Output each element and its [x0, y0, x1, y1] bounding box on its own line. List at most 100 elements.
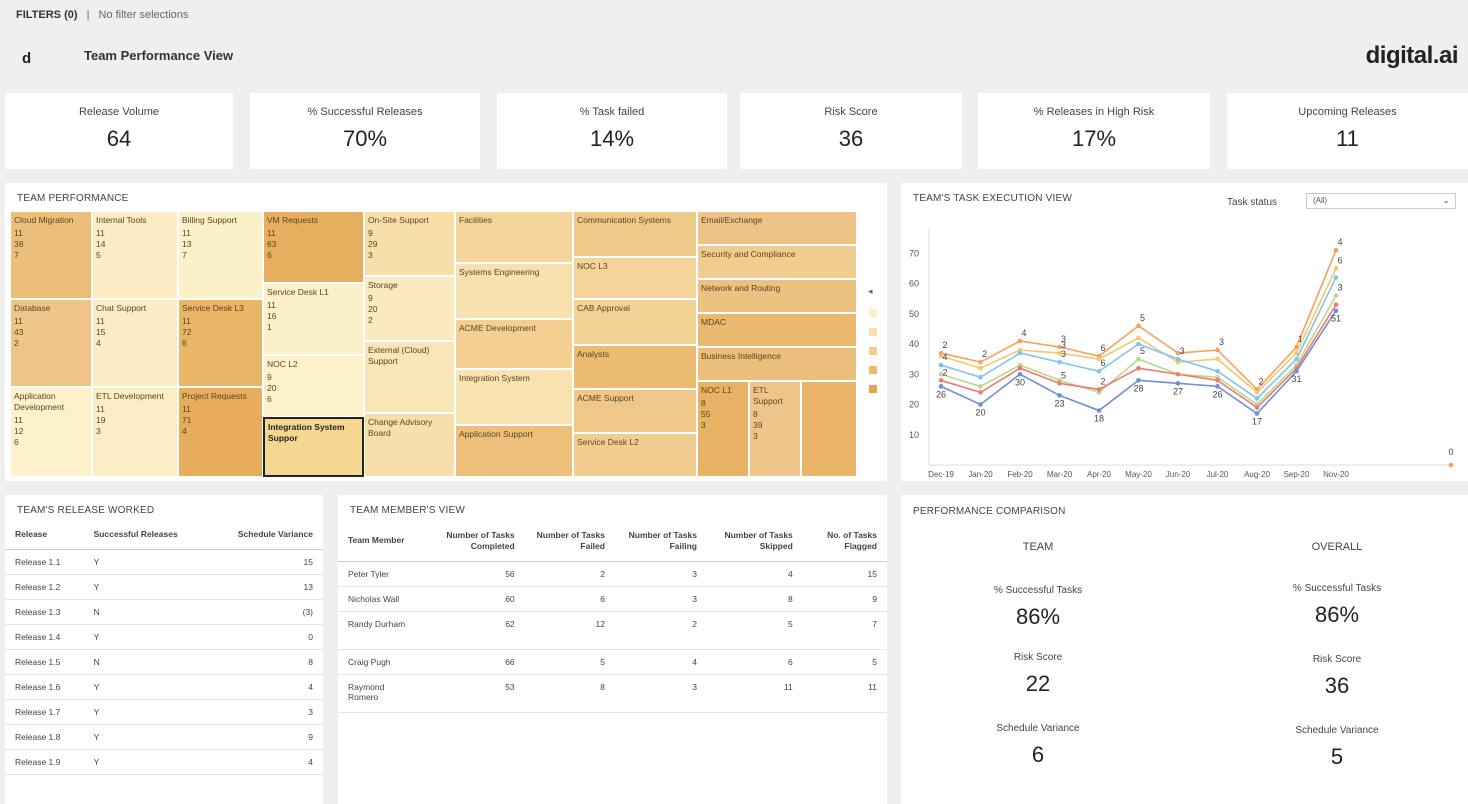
data-point [1017, 365, 1023, 371]
treemap-tile[interactable]: Network and Routing [697, 279, 857, 313]
legend-swatch[interactable] [869, 366, 877, 374]
x-tick-label: Jan-20 [968, 470, 993, 479]
table-cell: Nicholas Wall [338, 586, 418, 612]
col-tasks-completed[interactable]: Number of Tasks Completed [418, 521, 525, 562]
table-row[interactable]: Release 1.6 Y 4 [5, 674, 323, 700]
table-row[interactable]: Peter Tyler 56 2 3 4 15 [338, 561, 887, 587]
task-execution-panel: TEAM'S TASK EXECUTION VIEW Task status (… [901, 183, 1468, 481]
data-label: 3 [1337, 283, 1342, 293]
table-cell: 62 [418, 611, 525, 650]
treemap-tile[interactable]: Email/Exchange [697, 211, 857, 245]
col-release[interactable]: Release [5, 519, 84, 550]
treemap-tile[interactable]: Service Desk L3 11 72 6 [178, 299, 263, 387]
treemap-tile[interactable]: Analysts [573, 345, 697, 389]
table-header-row: Release Successful Releases Schedule Var… [5, 519, 323, 550]
x-tick-label: Feb-20 [1007, 470, 1033, 479]
data-label: 2 [942, 367, 947, 377]
filters-label[interactable]: FILTERS (0) [16, 9, 78, 21]
table-row[interactable]: Release 1.8 Y 9 [5, 724, 323, 750]
table-row[interactable]: Release 1.1 Y 15 [5, 549, 323, 575]
col-tasks-failed[interactable]: Number of Tasks Failed [524, 521, 615, 562]
legend-swatch[interactable] [869, 309, 877, 317]
treemap-tile[interactable]: NOC L1 8 55 3 [697, 381, 749, 477]
data-point [1017, 338, 1023, 344]
treemap-tile[interactable]: Billing Support 11 13 7 [178, 211, 263, 299]
table-row[interactable]: Nicholas Wall 60 6 3 8 9 [338, 586, 887, 612]
treemap-tile[interactable]: ACME Development [455, 319, 573, 369]
tile-value: 43 [14, 327, 24, 337]
treemap-tile[interactable]: Service Desk L2 [573, 433, 697, 477]
treemap-tile[interactable]: Service Desk L1 11 16 1 [263, 283, 364, 355]
table-row[interactable]: Release 1.4 Y 0 [5, 624, 323, 650]
treemap-tile[interactable]: ETL Support 8 39 3 [749, 381, 801, 477]
treemap-tile[interactable]: Facilities [455, 211, 573, 263]
treemap-tile[interactable]: Integration System Suppor [263, 417, 364, 477]
legend-swatch[interactable] [869, 328, 877, 336]
tile-value: 11 [182, 316, 191, 326]
task-status-select[interactable]: (All) ⌄ [1306, 193, 1456, 209]
col-successful[interactable]: Successful Releases [83, 519, 209, 550]
treemap-tile[interactable] [801, 381, 857, 477]
table-row[interactable]: Release 1.9 Y 4 [5, 749, 323, 775]
treemap-tile[interactable]: Application Support [455, 425, 573, 477]
legend-swatch[interactable] [869, 385, 877, 393]
data-label: 5 [1061, 370, 1066, 380]
kpi-label: Release Volume [78, 106, 160, 118]
tile-value: 20 [368, 304, 378, 314]
table-row[interactable]: Craig Pugh 66 5 4 6 5 [338, 649, 887, 675]
legend-swatch[interactable] [869, 347, 877, 355]
treemap-tile[interactable]: Communication Systems [573, 211, 697, 257]
data-label: 4 [1337, 237, 1342, 247]
treemap-tile[interactable]: MDAC [697, 313, 857, 347]
chevron-down-icon: ⌄ [1442, 195, 1450, 205]
treemap-tile[interactable]: NOC L2 9 20 6 [263, 355, 364, 417]
data-label: 20 [975, 408, 985, 418]
table-row[interactable]: Release 1.7 Y 3 [5, 699, 323, 725]
table-cell: Y [83, 699, 209, 725]
col-team-member[interactable]: Team Member [338, 521, 418, 562]
treemap-tile[interactable]: Change Advisory Board [364, 413, 455, 477]
treemap-tile[interactable]: Internal Tools 11 14 5 [92, 211, 178, 299]
tile-value: 11 [182, 404, 191, 414]
tile-label: Service Desk L1 [267, 287, 329, 297]
treemap-tile[interactable]: External (Cloud) Support [364, 341, 455, 413]
table-row[interactable]: Release 1.2 Y 13 [5, 574, 323, 600]
data-point [1175, 371, 1181, 377]
col-tasks-skipped[interactable]: Number of Tasks Skipped [706, 521, 803, 562]
treemap-tile[interactable]: Cloud Migration 11 38 7 [10, 211, 92, 299]
tile-label: Service Desk L2 [577, 437, 639, 447]
filter-bar[interactable]: FILTERS (0) | No filter selections [16, 9, 188, 21]
treemap-tile[interactable]: CAB Approval [573, 299, 697, 345]
data-point [1294, 356, 1299, 362]
treemap-tile[interactable]: Business Intelligence [697, 347, 857, 381]
y-tick-label: 50 [909, 309, 919, 319]
treemap-tile[interactable]: Security and Compliance [697, 245, 857, 279]
filters-separator: | [86, 9, 90, 21]
table-row[interactable]: Randy Durham 62 12 2 5 7 [338, 611, 887, 650]
table-cell: 12 [524, 611, 615, 650]
treemap-tile[interactable]: ETL Development 11 19 3 [92, 387, 178, 477]
treemap-tile[interactable]: NOC L3 [573, 257, 697, 299]
treemap-tile[interactable]: Integration System [455, 369, 573, 425]
table-row[interactable]: Release 1.3 N (3) [5, 599, 323, 625]
treemap-tile[interactable]: Storage 9 20 2 [364, 276, 455, 341]
treemap-tile[interactable]: ACME Support [573, 389, 697, 433]
col-tasks-flagged[interactable]: No. of Tasks Flagged [802, 521, 887, 562]
table-row[interactable]: Release 1.5 N 8 [5, 649, 323, 675]
treemap-tile[interactable]: Project Requests 11 71 4 [178, 387, 263, 477]
legend-arrow-icon[interactable]: ◂ [868, 286, 873, 296]
treemap-tile[interactable]: Application Development 11 12 6 [10, 387, 92, 477]
data-label: 4 [1021, 328, 1026, 338]
treemap-tile[interactable]: Chat Support 11 15 4 [92, 299, 178, 387]
tile-label: CAB Approval [577, 303, 630, 313]
treemap-tile[interactable]: On-Site Support 9 29 3 [364, 211, 455, 276]
treemap-tile[interactable]: VM Requests 11 63 6 [263, 211, 364, 283]
col-schedule-variance[interactable]: Schedule Variance [208, 519, 323, 550]
col-tasks-failing[interactable]: Number of Tasks Failing [614, 521, 707, 562]
table-row[interactable]: Raymond Romero 53 8 3 11 11 [338, 674, 887, 713]
treemap-tile[interactable]: Systems Engineering [455, 263, 573, 319]
table-cell: Y [83, 549, 209, 575]
panel-title: TEAM'S RELEASE WORKED [17, 505, 155, 516]
table-cell: 15 [208, 549, 323, 575]
treemap-tile[interactable]: Database 11 43 2 [10, 299, 92, 387]
